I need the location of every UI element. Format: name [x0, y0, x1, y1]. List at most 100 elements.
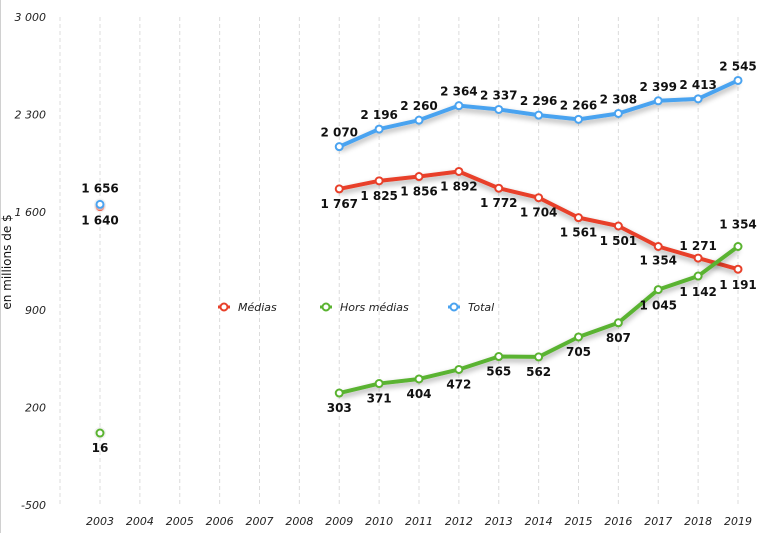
data-point[interactable]: [414, 374, 424, 384]
data-point[interactable]: [414, 115, 424, 125]
data-point[interactable]: [733, 241, 743, 251]
data-label: 2 545: [719, 59, 757, 73]
data-point[interactable]: [494, 183, 504, 193]
data-point[interactable]: [534, 110, 544, 120]
data-label: 1 825: [360, 189, 398, 203]
x-axis: 2003 2004 2005 2006 2007 2008 2009 2010 2011 2012…: [86, 515, 752, 528]
series-group: [94, 75, 743, 440]
data-point[interactable]: [95, 428, 105, 438]
data-label: 1 354: [639, 253, 677, 267]
legend-item[interactable]: Hors médias: [320, 301, 409, 314]
data-label: 2 413: [679, 78, 717, 92]
x-tick-label: 2016: [604, 515, 632, 528]
data-label: 562: [526, 365, 551, 379]
y-tick-label: 200: [25, 401, 46, 414]
x-tick-label: 2007: [246, 515, 274, 528]
data-point[interactable]: [613, 221, 623, 231]
x-tick-label: 2014: [525, 515, 553, 528]
series-hors-medias: [94, 241, 743, 440]
chart-left-border: [0, 0, 1, 533]
data-point[interactable]: [374, 176, 384, 186]
x-tick-label: 2009: [325, 515, 353, 528]
x-tick-label: 2010: [365, 515, 393, 528]
data-point[interactable]: [574, 213, 583, 223]
data-label: 1 704: [520, 206, 558, 220]
x-tick-label: 2011: [405, 515, 433, 528]
data-label: 303: [327, 401, 352, 415]
data-point[interactable]: [653, 96, 663, 106]
data-point[interactable]: [693, 94, 703, 104]
data-label: 16: [92, 441, 109, 455]
data-point[interactable]: [574, 332, 583, 342]
data-point[interactable]: [334, 184, 344, 194]
data-label: 1 354: [719, 217, 757, 231]
legend-label: Hors médias: [340, 301, 409, 314]
data-label: 1 045: [639, 299, 677, 313]
data-label: 1 640: [81, 214, 119, 228]
data-label: 1 892: [440, 179, 478, 193]
data-point[interactable]: [414, 172, 424, 182]
data-label: 1 656: [81, 181, 119, 195]
legend-label: Médias: [238, 301, 277, 314]
data-label: 2 266: [560, 98, 598, 112]
grid-lines: [59, 17, 739, 505]
data-point[interactable]: [653, 241, 663, 251]
data-point[interactable]: [613, 108, 623, 118]
data-point[interactable]: [494, 104, 504, 114]
x-tick-label: 2013: [485, 515, 513, 528]
x-tick-label: 2004: [126, 515, 154, 528]
x-tick-label: 2017: [644, 515, 672, 528]
data-point[interactable]: [454, 101, 464, 111]
data-label: 705: [566, 345, 591, 359]
data-label: 1 142: [679, 285, 717, 299]
y-tick-label: 1 600: [15, 206, 47, 219]
data-label: 1 856: [400, 185, 438, 199]
x-tick-label: 2018: [684, 515, 712, 528]
data-point[interactable]: [653, 285, 663, 295]
data-point[interactable]: [494, 352, 504, 362]
data-point[interactable]: [454, 364, 464, 374]
data-label: 2 364: [440, 85, 478, 99]
legend-label: Total: [468, 301, 494, 314]
data-point[interactable]: [334, 142, 344, 152]
data-label: 2 196: [360, 108, 398, 122]
data-point[interactable]: [534, 352, 544, 362]
data-label: 472: [446, 377, 471, 391]
data-point[interactable]: [534, 193, 544, 203]
data-point[interactable]: [95, 199, 105, 209]
data-label: 2 296: [520, 94, 558, 108]
data-point[interactable]: [334, 388, 344, 398]
y-tick-label: -500: [21, 499, 46, 512]
data-label: 2 337: [480, 88, 518, 102]
data-label: 2 308: [600, 92, 638, 106]
data-label: 1 767: [320, 197, 358, 211]
data-point[interactable]: [574, 114, 583, 124]
data-point[interactable]: [693, 271, 703, 281]
legend-marker-icon: [449, 302, 459, 312]
data-label: 1 191: [719, 278, 757, 292]
x-tick-label: 2005: [166, 515, 194, 528]
x-tick-label: 2012: [445, 515, 473, 528]
legend-marker-icon: [321, 302, 331, 312]
y-axis: -500 200 900 1 600 2 300 3 000: [15, 11, 47, 512]
legend-item[interactable]: Médias: [218, 301, 277, 314]
data-point[interactable]: [733, 264, 743, 274]
series-total: [94, 75, 743, 211]
x-tick-label: 2015: [565, 515, 593, 528]
data-point[interactable]: [693, 253, 703, 263]
data-point[interactable]: [374, 379, 384, 389]
x-tick-label: 2006: [206, 515, 234, 528]
data-label: 2 399: [639, 80, 677, 94]
data-point[interactable]: [454, 166, 464, 176]
data-label: 2 260: [400, 99, 438, 113]
data-label: 404: [406, 387, 431, 401]
data-point[interactable]: [733, 75, 743, 85]
y-axis-label: en millions de $: [0, 214, 14, 309]
data-point[interactable]: [374, 124, 384, 134]
data-point[interactable]: [613, 318, 623, 328]
y-tick-label: 900: [25, 304, 46, 317]
legend-item[interactable]: Total: [448, 301, 494, 314]
x-tick-label: 2019: [724, 515, 752, 528]
